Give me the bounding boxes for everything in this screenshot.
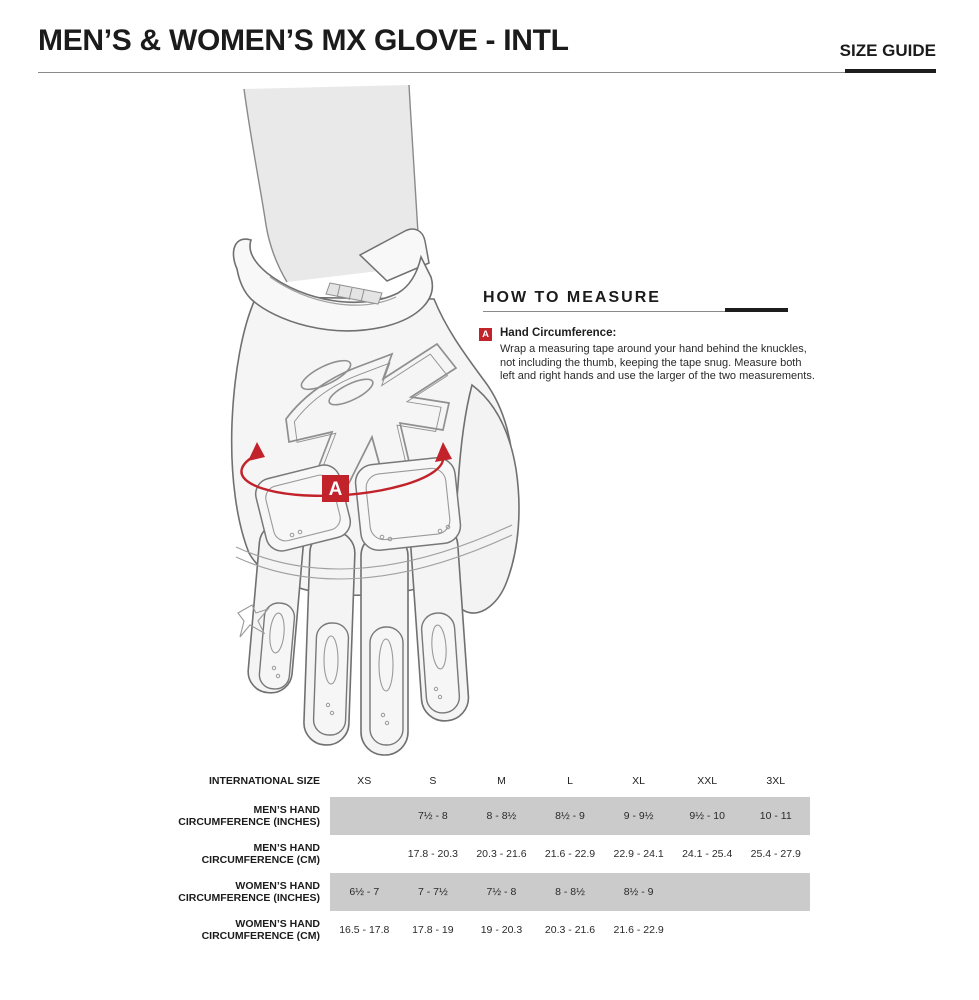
- size-value-cell: 8 - 8½: [486, 810, 517, 822]
- glove-illustration: A: [210, 84, 530, 765]
- size-value-cell: 9 - 9½: [623, 810, 654, 822]
- table-header-label: INTERNATIONAL SIZE: [208, 775, 320, 787]
- size-value-cell: 22.9 - 24.1: [613, 848, 664, 860]
- size-value-cell: 8½ - 9: [623, 886, 654, 898]
- row-label-line: WOMEN’S HAND: [235, 918, 320, 930]
- thumb-shape: [447, 383, 520, 614]
- marker-a-letter: A: [329, 479, 343, 500]
- size-value-cell: 8½ - 9: [555, 810, 585, 822]
- row-cells: 16.5 - 17.8 17.8 - 19 19 - 20.3 20.3 - 21.6…: [330, 911, 810, 949]
- measure-item-title: Hand Circumference:: [500, 327, 617, 339]
- row-cells: 7½ - 8 8 - 8½ 8½ - 9 9 - 9½ 9½ - 10 10 - 11: [330, 797, 810, 835]
- star-logo: [285, 342, 458, 521]
- size-value-cell: 10 - 11: [759, 810, 792, 822]
- row-cells: 6½ - 7 7 - 7½ 7½ - 8 8 - 8½ 8½ - 9: [330, 873, 810, 911]
- row-label-line: CIRCUMFERENCE (INCHES): [178, 816, 320, 828]
- row-label-line: WOMEN’S HAND: [235, 880, 320, 892]
- size-value-cell: 17.8 - 20.3: [407, 848, 458, 860]
- page-title: MEN’S & WOMEN’S MX GLOVE - INTL: [38, 24, 569, 57]
- row-label-line: MEN’S HAND: [253, 842, 320, 854]
- header-rule-accent: [845, 69, 936, 73]
- how-to-measure-heading: HOW TO MEASURE: [483, 289, 661, 306]
- size-value-cell: 7 - 7½: [417, 886, 448, 898]
- size-column-header: XL: [632, 775, 646, 787]
- size-value-cell: 7½ - 8: [486, 886, 517, 898]
- size-column-header: S: [429, 775, 437, 787]
- how-to-measure-rule-accent: [725, 308, 788, 312]
- size-column-header: XS: [357, 775, 372, 787]
- header-rule: [38, 72, 936, 73]
- size-value-cell: 17.8 - 19: [412, 924, 454, 936]
- measure-instruction-line: Wrap a measuring tape around your hand b…: [500, 343, 807, 355]
- row-label: WOMEN’S HAND CIRCUMFERENCE (INCHES): [162, 880, 330, 904]
- forearm-shape: [243, 84, 419, 283]
- measure-instruction-line: not including the thumb, keeping the tap…: [500, 356, 802, 369]
- measurement-arc: [240, 442, 452, 497]
- size-value-cell: 6½ - 7: [349, 886, 380, 898]
- size-value-cell: 20.3 - 21.6: [476, 848, 527, 860]
- size-value-cell: 21.6 - 22.9: [613, 924, 664, 936]
- glove-diagram-svg: A: [230, 84, 520, 756]
- table-row: MEN’S HAND CIRCUMFERENCE (CM) 17.8 - 20.3 2…: [162, 835, 810, 873]
- row-label-line: CIRCUMFERENCE (CM): [201, 854, 320, 866]
- size-value-cell: 9½ - 10: [689, 810, 725, 822]
- finger-pads: [258, 602, 461, 746]
- arrowhead-right: [435, 442, 452, 462]
- seam-lines: [235, 524, 513, 580]
- size-value-cell: 21.6 - 22.9: [544, 848, 596, 860]
- small-star-logo: [237, 604, 270, 638]
- row-label: MEN’S HAND CIRCUMFERENCE (CM): [162, 842, 330, 866]
- how-to-measure-rule: [483, 311, 788, 312]
- size-column-header: L: [567, 775, 573, 787]
- size-value-cell: 20.3 - 21.6: [544, 924, 596, 936]
- cuff-shape: [232, 228, 434, 332]
- measure-marker-a: A: [479, 328, 492, 341]
- size-value-cell: 24.1 - 25.4: [682, 848, 733, 860]
- table-row: WOMEN’S HAND CIRCUMFERENCE (INCHES) 6½ - 7…: [162, 873, 810, 911]
- marker-a-badge: A: [322, 475, 349, 502]
- velcro-strip: [325, 282, 383, 305]
- size-value-cell: 19 - 20.3: [480, 924, 523, 936]
- row-label-line: CIRCUMFERENCE (CM): [201, 930, 320, 942]
- row-cells: 17.8 - 20.3 20.3 - 21.6 21.6 - 22.9 22.9 - …: [330, 835, 810, 873]
- size-value-cell: 25.4 - 27.9: [750, 848, 801, 860]
- table-header-row: INTERNATIONAL SIZE XS S M L XL XXL 3XL: [162, 765, 810, 797]
- size-table: INTERNATIONAL SIZE XS S M L XL XXL 3XL M…: [162, 765, 810, 949]
- size-guide-label: SIZE GUIDE: [839, 41, 936, 60]
- size-column-header: XXL: [697, 775, 718, 787]
- row-label: WOMEN’S HAND CIRCUMFERENCE (CM): [162, 918, 330, 942]
- row-label-line: CIRCUMFERENCE (INCHES): [178, 892, 320, 904]
- measure-instruction-line: left and right hands and use the larger …: [500, 370, 815, 383]
- table-row: MEN’S HAND CIRCUMFERENCE (INCHES) 7½ - 8 8 …: [162, 797, 810, 835]
- size-value-cell: 16.5 - 17.8: [339, 924, 390, 936]
- row-label-line: MEN’S HAND: [253, 804, 320, 816]
- table-row: WOMEN’S HAND CIRCUMFERENCE (CM) 16.5 - 17.…: [162, 911, 810, 949]
- table-header-cells: XS S M L XL XXL 3XL: [330, 765, 810, 797]
- measure-instructions: Wrap a measuring tape around your hand b…: [500, 343, 815, 384]
- size-column-header: 3XL: [766, 775, 786, 787]
- size-value-cell: 8 - 8½: [555, 886, 585, 898]
- arrowhead-left: [248, 442, 265, 461]
- size-column-header: M: [497, 775, 506, 787]
- row-label: MEN’S HAND CIRCUMFERENCE (INCHES): [162, 804, 330, 828]
- size-value-cell: 7½ - 8: [417, 810, 448, 822]
